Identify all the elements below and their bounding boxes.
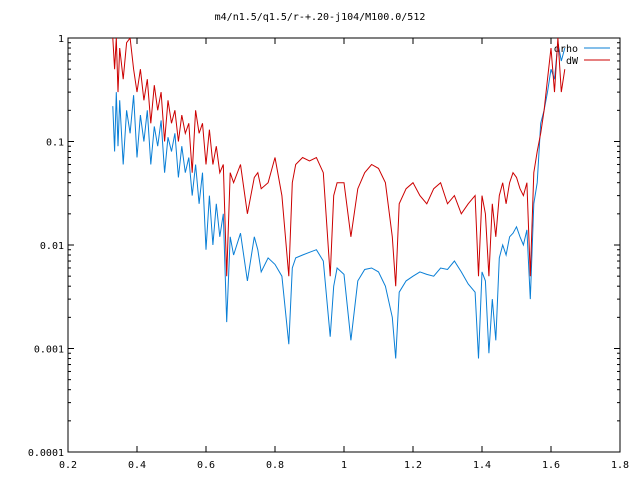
- series-line-dw: [112, 38, 566, 287]
- x-tick-label: 1.6: [542, 460, 560, 471]
- y-tick-label: 0.001: [34, 345, 64, 356]
- y-tick-label: 0.0001: [28, 448, 64, 459]
- series-line-drho: [112, 42, 566, 359]
- x-tick-label: 1.2: [404, 460, 422, 471]
- legend-label-drho: drho: [554, 44, 578, 55]
- x-tick-label: 1.8: [611, 460, 629, 471]
- x-tick-label: 0.6: [197, 460, 215, 471]
- x-tick-label: 1.4: [473, 460, 491, 471]
- x-tick-label: 0.4: [128, 460, 146, 471]
- x-tick-label: 0.2: [59, 460, 77, 471]
- x-tick-label: 0.8: [266, 460, 284, 471]
- legend-label-dw: dW: [566, 56, 579, 67]
- y-tick-label: 0.1: [46, 138, 64, 149]
- x-tick-label: 1: [341, 460, 347, 471]
- y-tick-label: 0.01: [40, 241, 64, 252]
- y-tick-label: 1: [58, 34, 64, 45]
- plot-frame: [67, 37, 621, 453]
- chart-title: m4/n1.5/q1.5/r-+.20-j104/M100.0/512: [214, 12, 426, 23]
